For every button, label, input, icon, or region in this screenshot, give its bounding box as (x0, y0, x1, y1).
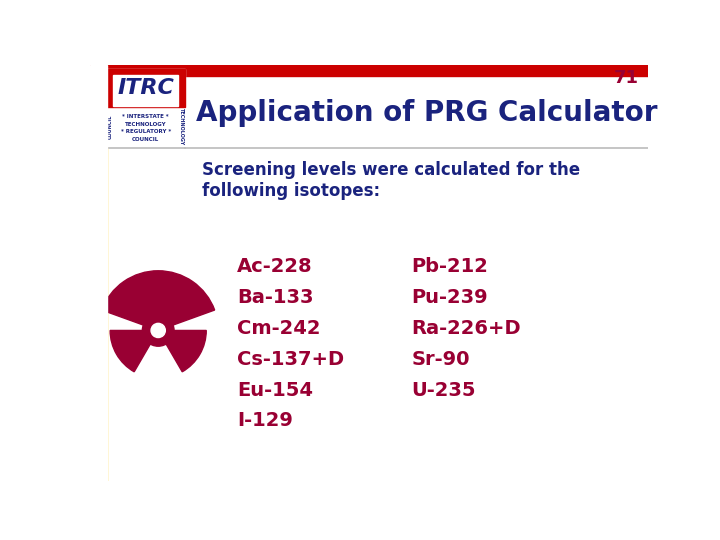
Text: Eu-154: Eu-154 (238, 381, 313, 400)
Text: Application of PRG Calculator: Application of PRG Calculator (196, 98, 657, 126)
Wedge shape (134, 283, 182, 317)
Text: 71: 71 (613, 69, 639, 86)
Wedge shape (110, 330, 150, 372)
Text: Pb-212: Pb-212 (412, 257, 488, 276)
Text: I-129: I-129 (238, 411, 293, 430)
Wedge shape (102, 271, 215, 330)
Text: TECHNOLOGY: TECHNOLOGY (179, 108, 184, 145)
Text: Sr-90: Sr-90 (412, 350, 470, 369)
Text: Ba-133: Ba-133 (238, 288, 314, 307)
Bar (113, 75, 179, 106)
Bar (90, 65, 107, 481)
Wedge shape (166, 330, 206, 372)
Text: COUNCIL: COUNCIL (108, 114, 112, 139)
Text: Cm-242: Cm-242 (238, 319, 320, 338)
Text: Screening levels were calculated for the
following isotopes:: Screening levels were calculated for the… (202, 161, 580, 200)
Circle shape (143, 315, 174, 346)
Text: Pu-239: Pu-239 (412, 288, 488, 307)
Text: Cs-137+D: Cs-137+D (238, 350, 344, 369)
Text: TECHNOLOGY: TECHNOLOGY (125, 122, 166, 126)
Circle shape (151, 323, 166, 338)
Bar (102, 76, 107, 481)
Text: * REGULATORY *: * REGULATORY * (121, 129, 171, 134)
Bar (90, 65, 102, 481)
Bar (90, 65, 648, 76)
Text: COUNCIL: COUNCIL (132, 137, 159, 142)
Bar (107, 69, 184, 146)
Text: Ra-226+D: Ra-226+D (412, 319, 521, 338)
Text: * INTERSTATE *: * INTERSTATE * (122, 114, 169, 119)
Text: U-235: U-235 (412, 381, 476, 400)
Bar (107, 69, 184, 107)
Bar (90, 65, 648, 148)
Text: Ac-228: Ac-228 (238, 257, 313, 276)
Text: ITRC: ITRC (117, 78, 174, 98)
